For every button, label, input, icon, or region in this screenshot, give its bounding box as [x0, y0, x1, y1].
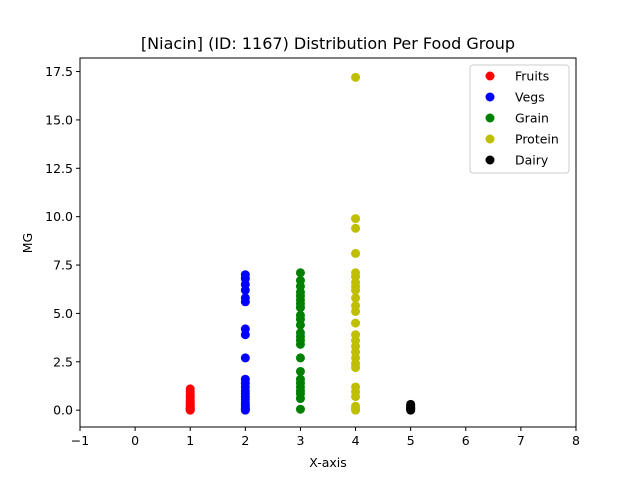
data-point-protein: [351, 318, 361, 328]
data-point-vegs: [240, 285, 250, 295]
legend-marker-dairy: [485, 155, 495, 165]
x-tick-label: 3: [296, 433, 304, 448]
data-point-protein: [351, 285, 361, 295]
data-point-protein: [351, 405, 361, 415]
y-tick-label: 17.5: [45, 64, 73, 79]
plot-frame: [79, 57, 577, 428]
x-tick-label: 1: [186, 433, 194, 448]
x-tick-label: 5: [407, 433, 415, 448]
data-point-fruits: [185, 405, 195, 415]
x-tick-label: 7: [517, 433, 525, 448]
data-point-grain: [295, 339, 305, 349]
legend-label-dairy: Dairy: [515, 153, 549, 168]
y-tick-label: 7.5: [53, 258, 73, 273]
x-axis-ticks: −1 0 1 2 3 4 5 6 7 8: [71, 427, 580, 448]
data-point-protein: [351, 214, 361, 224]
x-tick-label: 6: [462, 433, 470, 448]
y-axis-label: MG: [20, 233, 35, 253]
y-tick-label: 0.0: [53, 403, 73, 418]
data-point-protein: [351, 306, 361, 316]
chart-title: [Niacin] (ID: 1167) Distribution Per Foo…: [141, 34, 515, 53]
data-point-grain: [295, 366, 305, 376]
data-point-protein: [351, 72, 361, 82]
legend-marker-fruits: [485, 71, 495, 81]
data-point-protein: [351, 363, 361, 373]
data-point-grain: [295, 320, 305, 330]
legend-box: [469, 64, 570, 174]
legend-label-grain: Grain: [515, 111, 549, 126]
legend-label-fruits: Fruits: [515, 69, 549, 84]
legend-marker-vegs: [485, 92, 495, 102]
data-point-grain: [295, 303, 305, 313]
data-point-vegs: [240, 405, 250, 415]
legend-label-protein: Protein: [515, 132, 559, 147]
data-point-vegs: [240, 353, 250, 363]
y-tick-label: 2.5: [53, 354, 73, 369]
y-tick-label: 15.0: [45, 112, 73, 127]
x-tick-label: 0: [131, 433, 139, 448]
data-point-grain: [295, 394, 305, 404]
data-points-layer: [185, 72, 416, 415]
x-tick-label: 2: [241, 433, 249, 448]
data-point-vegs: [240, 297, 250, 307]
x-axis-label: X-axis: [309, 455, 347, 470]
data-point-vegs: [240, 330, 250, 340]
x-tick-label: 8: [572, 433, 580, 448]
data-point-protein: [351, 223, 361, 233]
y-tick-label: 5.0: [53, 306, 73, 321]
x-tick-label: −1: [71, 433, 89, 448]
data-point-protein: [351, 248, 361, 258]
data-point-grain: [295, 353, 305, 363]
y-tick-label: 10.0: [45, 209, 73, 224]
x-tick-label: 4: [352, 433, 360, 448]
data-point-grain: [295, 404, 305, 414]
data-point-dairy: [406, 405, 416, 415]
data-point-grain: [295, 268, 305, 278]
legend: Fruits Vegs Grain Protein Dairy: [469, 64, 570, 174]
legend-label-vegs: Vegs: [515, 90, 545, 105]
data-point-protein: [351, 392, 361, 402]
legend-marker-protein: [485, 134, 495, 144]
y-tick-label: 12.5: [45, 161, 73, 176]
data-point-protein: [351, 293, 361, 303]
y-axis-ticks: 0.0 2.5 5.0 7.5 10.0 12.5 15.0 17.5: [45, 64, 80, 418]
legend-marker-grain: [485, 113, 495, 123]
